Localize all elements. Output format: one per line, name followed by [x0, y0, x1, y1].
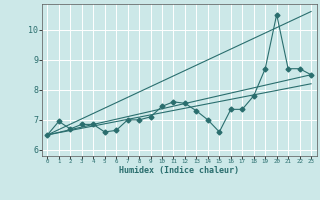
X-axis label: Humidex (Indice chaleur): Humidex (Indice chaleur): [119, 166, 239, 175]
